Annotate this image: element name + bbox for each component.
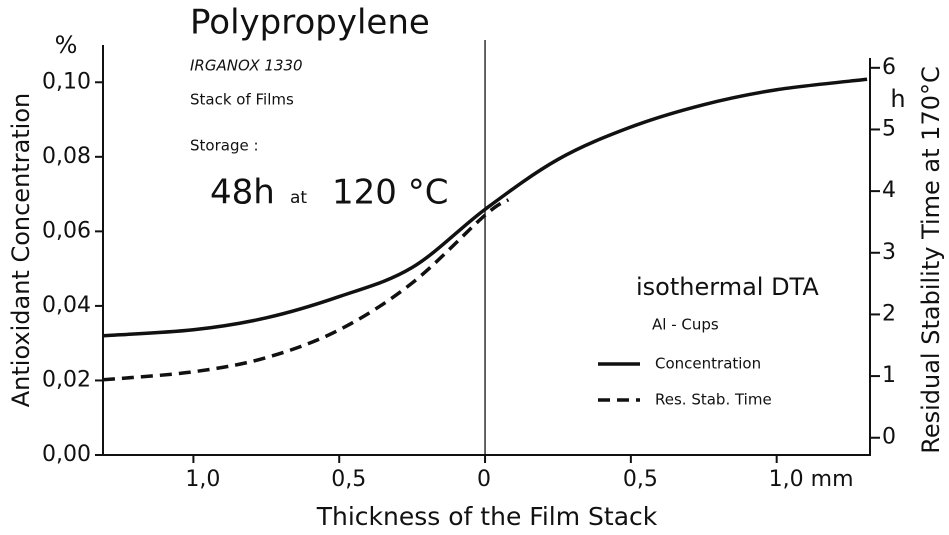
y2-tick-label: 6 xyxy=(882,55,896,80)
y-tick-label: 0,10 xyxy=(42,69,91,94)
y2-tick-label: 1 xyxy=(882,363,896,388)
note: Stack of Films xyxy=(190,91,294,109)
legend-label: Concentration xyxy=(655,355,761,373)
chart-title: Polypropylene xyxy=(190,3,430,43)
y-tick-label: 0,04 xyxy=(42,293,91,318)
axes xyxy=(102,45,871,456)
x-tick-label: 1,0 xyxy=(185,467,220,492)
storage-at: at xyxy=(290,188,307,208)
x-tick-label: 0,5 xyxy=(331,467,366,492)
method: isothermal DTA xyxy=(636,273,819,301)
y2-tick-label: 2 xyxy=(882,301,896,326)
y2-tick-label: 5 xyxy=(882,116,896,141)
y-tick-label: 0,06 xyxy=(42,218,91,243)
storage-temp: 120 °C xyxy=(332,173,448,213)
series-line xyxy=(102,77,868,338)
y-tick-label: 0,00 xyxy=(42,442,91,467)
y2-tick-label: 4 xyxy=(882,178,896,203)
y-tick-label: 0,08 xyxy=(42,144,91,169)
x-tick-label: 1,0 mm xyxy=(769,467,854,492)
y2-axis-label: Residual Stability Time at 170°C xyxy=(917,66,945,454)
y-axis-label: Antioxidant Concentration xyxy=(7,93,35,408)
x-tick-label: 0,5 xyxy=(623,467,658,492)
y2-tick-label: 0 xyxy=(882,425,896,450)
y-unit: % xyxy=(55,31,78,59)
note: Storage : xyxy=(190,137,259,155)
method-detail: Al - Cups xyxy=(652,316,719,334)
note: IRGANOX 1330 xyxy=(190,57,303,75)
series-line xyxy=(102,198,510,382)
y-tick-label: 0,02 xyxy=(42,367,91,392)
y2-unit: h xyxy=(890,85,905,113)
y2-tick-label: 3 xyxy=(882,240,896,265)
x-axis-label: Thickness of the Film Stack xyxy=(316,502,658,531)
x-tick-label: 0 xyxy=(477,467,491,492)
legend-label: Res. Stab. Time xyxy=(655,391,772,409)
storage-time: 48h xyxy=(210,173,275,213)
